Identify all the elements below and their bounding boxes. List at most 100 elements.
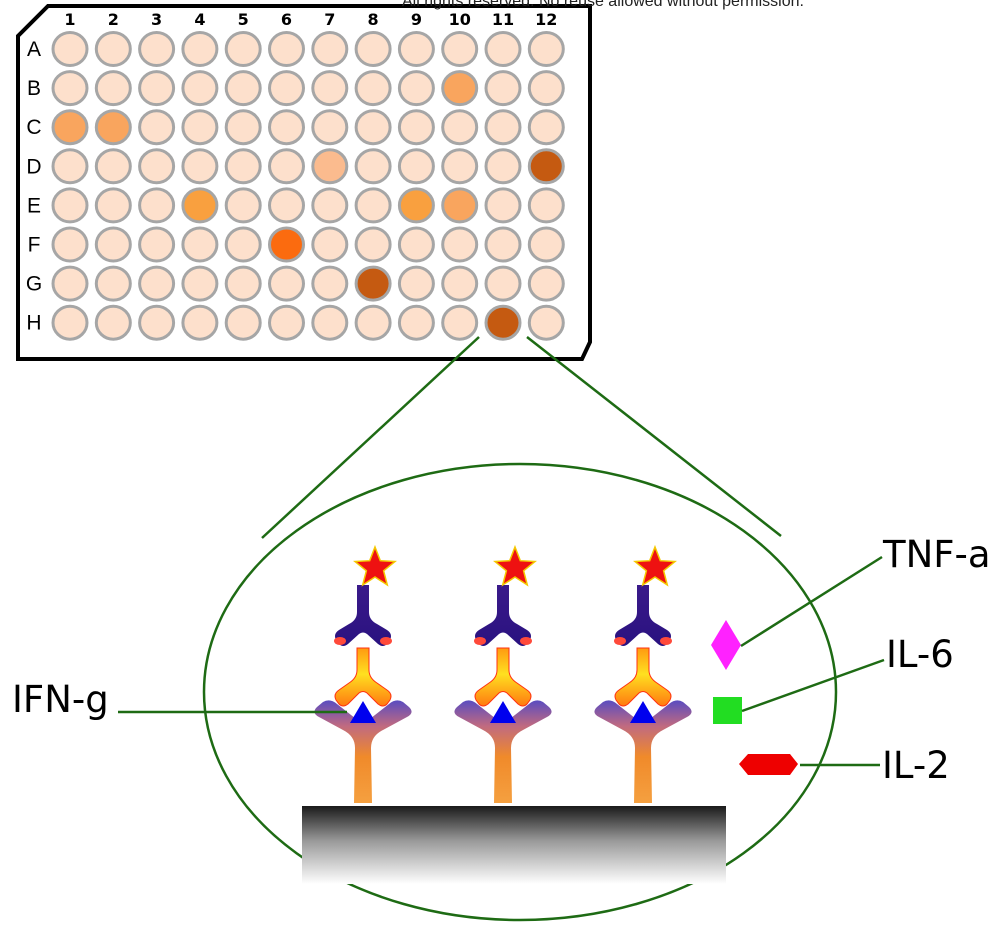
tnf-leader — [740, 555, 883, 648]
well-H12 — [527, 304, 565, 341]
row-label-D: D — [26, 155, 41, 178]
well-C1 — [51, 109, 89, 146]
column-label-6: 6 — [281, 10, 292, 29]
well-E12 — [527, 187, 565, 224]
well-B9 — [397, 70, 435, 107]
well-A6 — [268, 31, 305, 67]
well-C9 — [397, 109, 435, 146]
secondary-arm-tip — [380, 637, 392, 645]
well-G2 — [94, 265, 132, 302]
tnf-label: TNF-a — [882, 533, 991, 576]
well-A10 — [441, 31, 479, 67]
zoom-line-right — [526, 336, 782, 537]
column-label-3: 3 — [151, 10, 162, 29]
column-label-1: 1 — [64, 10, 75, 29]
well-B10 — [441, 70, 479, 107]
well-H1 — [51, 304, 89, 341]
column-label-8: 8 — [368, 10, 379, 29]
well-B11 — [484, 70, 522, 107]
capture-antibody — [594, 700, 692, 803]
well-D6 — [268, 148, 305, 185]
well-D3 — [138, 148, 176, 185]
well-A12 — [527, 31, 565, 67]
well-D12 — [527, 148, 565, 185]
well-A7 — [311, 31, 349, 67]
well-H6 — [268, 304, 305, 341]
well-A3 — [138, 31, 176, 67]
antibody-stacks — [314, 544, 692, 803]
well-F9 — [397, 226, 435, 263]
well-E1 — [51, 187, 89, 224]
column-label-5: 5 — [238, 10, 249, 29]
well-H5 — [224, 304, 262, 341]
well-C11 — [484, 109, 522, 146]
well-E7 — [311, 187, 349, 224]
well-C7 — [311, 109, 349, 146]
antibody-stack-3 — [594, 544, 692, 803]
well-H3 — [138, 304, 176, 341]
column-label-12: 12 — [535, 10, 557, 29]
detection-antibody — [614, 647, 672, 707]
well-D10 — [441, 148, 479, 185]
well-E2 — [94, 187, 132, 224]
well-F11 — [484, 226, 522, 263]
well-F8 — [354, 226, 392, 263]
well-A9 — [397, 31, 435, 67]
copyright-notice: All rights reserved. No reuse allowed wi… — [402, 0, 804, 10]
well-D7 — [311, 148, 349, 185]
plate-wells — [51, 31, 565, 341]
well-E10 — [441, 187, 479, 224]
well-E3 — [138, 187, 176, 224]
il2-marker — [739, 754, 798, 775]
secondary-antibody — [335, 585, 391, 646]
antibody-stack-2 — [454, 544, 552, 803]
well-C10 — [441, 109, 479, 146]
secondary-arm-tip — [474, 637, 486, 645]
column-label-4: 4 — [194, 10, 205, 29]
column-label-10: 10 — [449, 10, 471, 29]
enzyme-star — [633, 544, 677, 587]
well-H10 — [441, 304, 479, 341]
tnf-marker — [711, 620, 741, 670]
well-G6 — [268, 265, 305, 302]
secondary-arm-tip — [614, 637, 626, 645]
well-H11 — [484, 304, 522, 341]
well-D1 — [51, 148, 89, 185]
secondary-arm-tip — [660, 637, 672, 645]
plate-surface — [302, 806, 726, 884]
il6-leader — [741, 658, 885, 713]
detection-antibody — [334, 647, 392, 707]
enzyme-star — [353, 544, 397, 587]
well-A11 — [484, 31, 522, 67]
ifng-antigen — [490, 701, 516, 723]
well-H9 — [397, 304, 435, 341]
row-label-G: G — [26, 273, 42, 296]
well-E4 — [181, 187, 219, 224]
well-A4 — [181, 31, 219, 67]
column-label-9: 9 — [411, 10, 422, 29]
well-B7 — [311, 70, 349, 107]
well-B8 — [354, 70, 392, 107]
well-F4 — [181, 226, 219, 263]
row-label-A: A — [27, 38, 41, 61]
well-A1 — [51, 31, 89, 67]
zoom-line-left — [261, 336, 480, 539]
well-H7 — [311, 304, 349, 341]
well-F5 — [224, 226, 262, 263]
well-A2 — [94, 31, 132, 67]
well-F1 — [51, 226, 89, 263]
well-D11 — [484, 148, 522, 185]
ifng-antigen — [350, 701, 376, 723]
well-H4 — [181, 304, 219, 341]
row-label-C: C — [26, 116, 41, 139]
antibody-stack-1 — [314, 544, 412, 803]
well-G9 — [397, 265, 435, 302]
magnified-well — [202, 462, 838, 922]
well-F7 — [311, 226, 349, 263]
enzyme-star — [493, 544, 537, 587]
well-B5 — [224, 70, 262, 107]
secondary-antibody — [615, 585, 671, 646]
well-G7 — [311, 265, 349, 302]
